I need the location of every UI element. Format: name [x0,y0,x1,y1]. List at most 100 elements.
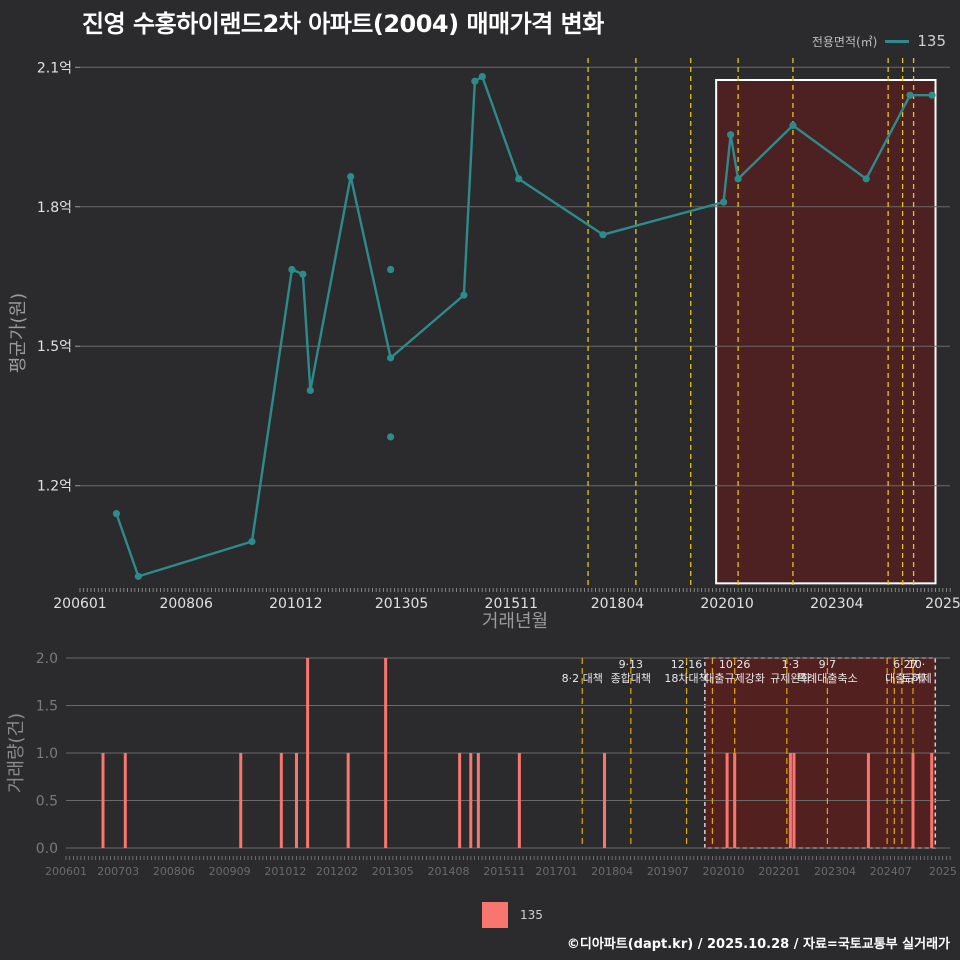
y-axis-title: 평균가(원) [8,293,29,373]
price-point-extra [387,265,395,274]
volume-bar [279,753,283,848]
volume-bar [911,753,915,848]
legend-bottom-swatch [482,902,508,928]
bar-y-axis-title: 거래량(건) [6,713,27,793]
volume-bar [866,753,870,848]
volume-bar [294,753,298,848]
bar-x-tick-label: 200909 [209,865,251,878]
price-point [347,172,355,181]
price-point [478,72,486,81]
volume-bar [458,753,462,848]
policy-annotation: 18차대책 [664,672,708,685]
legend-bottom-label: 135 [520,908,543,922]
bar-y-tick-label: 1.0 [36,746,58,762]
price-point [727,131,735,139]
bar-x-tick-label: 200703 [97,865,139,878]
policy-annotation: 8·2 대책 [562,672,603,685]
price-point [734,175,742,183]
bar-y-tick-label: 1.5 [36,699,58,715]
volume-bar [733,753,737,848]
policy-annotation: 특례대출축소 [797,672,858,685]
volume-bar [792,753,796,848]
bar-x-tick-label: 202304 [814,865,856,878]
legend-top-title: 전용면적(㎡) [811,34,878,49]
price-point [387,354,395,362]
x-tick-label: 202304 [810,596,864,612]
price-point-extra [387,433,395,441]
volume-bar [517,753,521,848]
legend-top-line-swatch [885,39,910,43]
policy-annotation: 1·3 [782,658,800,671]
price-point [134,572,142,580]
volume-bar [239,753,243,848]
price-point [306,386,314,395]
x-tick-label: 201511 [485,596,538,612]
y-tick-label: 1.5억 [37,339,72,355]
volume-bar [788,753,792,848]
policy-annotation: 10·26 [719,658,751,671]
volume-bar [123,753,127,848]
bar-x-tick-label: 201012 [264,865,306,878]
volume-bar [346,753,350,848]
policy-annotation: 규제완화 [770,672,810,685]
bar-x-tick-label: 201804 [591,865,633,878]
policy-annotation: 대출규제 [885,672,925,685]
legend-top-label: 135 [917,32,946,50]
y-tick-label: 1.2억 [37,479,72,495]
bar-x-tick-label: 201701 [535,865,577,878]
price-point [248,537,256,546]
volume-bar [603,753,607,848]
bar-x-tick-label: 201408 [427,865,469,878]
bar-x-tick-label: 202407 [870,865,912,878]
volume-bar [930,753,934,848]
volume-bar [469,753,473,848]
source-caption: ©디아파트(dapt.kr) / 2025.10.28 / 자료=국토교통부 실… [566,937,950,952]
bar-y-tick-label: 2.0 [36,651,58,667]
policy-annotation: 대출규제강화 [704,672,765,685]
volume-bar [101,753,105,848]
legend-bottom: 135 [482,902,543,928]
price-point [720,198,728,206]
bar-x-tick-label: 200601 [45,865,87,878]
x-tick-label: 201804 [591,596,645,612]
bar-y-tick-label: 0.0 [36,841,58,857]
policy-annotation: 토허제 [901,672,931,685]
x-tick-label: 201305 [375,596,428,612]
x-tick-label: 200601 [53,596,106,612]
price-point [471,77,479,85]
price-point [928,91,936,99]
policy-annotation: 6·27 [893,658,918,671]
y-tick-label: 1.8억 [37,200,72,216]
bar-x-tick-label: 2025 [929,865,957,878]
bar-x-tick-label: 201907 [647,865,689,878]
volume-bar [476,753,480,848]
y-tick-label: 2.1억 [37,60,72,76]
policy-annotation: 종합대책 [611,672,651,685]
bar-x-tick-label: 201511 [483,865,525,878]
price-point [789,121,797,130]
price-point [460,291,468,299]
bar-x-tick-label: 201305 [372,865,414,878]
price-point [599,231,607,239]
x-tick-label: 200806 [159,596,213,612]
x-tick-label: 202010 [700,596,753,612]
bar-x-tick-label: 201202 [316,865,358,878]
x-tick-label: 201012 [269,596,322,612]
volume-bar [725,753,729,848]
volume-bar [306,658,310,848]
price-point [862,175,870,183]
policy-annotation: 10· [908,658,926,671]
policy-annotation: 9·7 [819,658,837,671]
bar-x-tick-label: 202010 [703,865,745,878]
x-axis-title: 거래년월 [482,611,548,632]
policy-annotation: 12·16 [671,658,703,671]
bar-y-tick-label: 0.5 [36,794,58,810]
policy-annotation: 9·13 [619,658,644,671]
price-point [906,91,914,99]
bar-x-tick-label: 202201 [758,865,800,878]
price-point [112,510,121,518]
bar-x-tick-label: 200806 [153,865,195,878]
legend-top: 전용면적(㎡) 135 [812,32,946,50]
price-point [299,270,307,278]
